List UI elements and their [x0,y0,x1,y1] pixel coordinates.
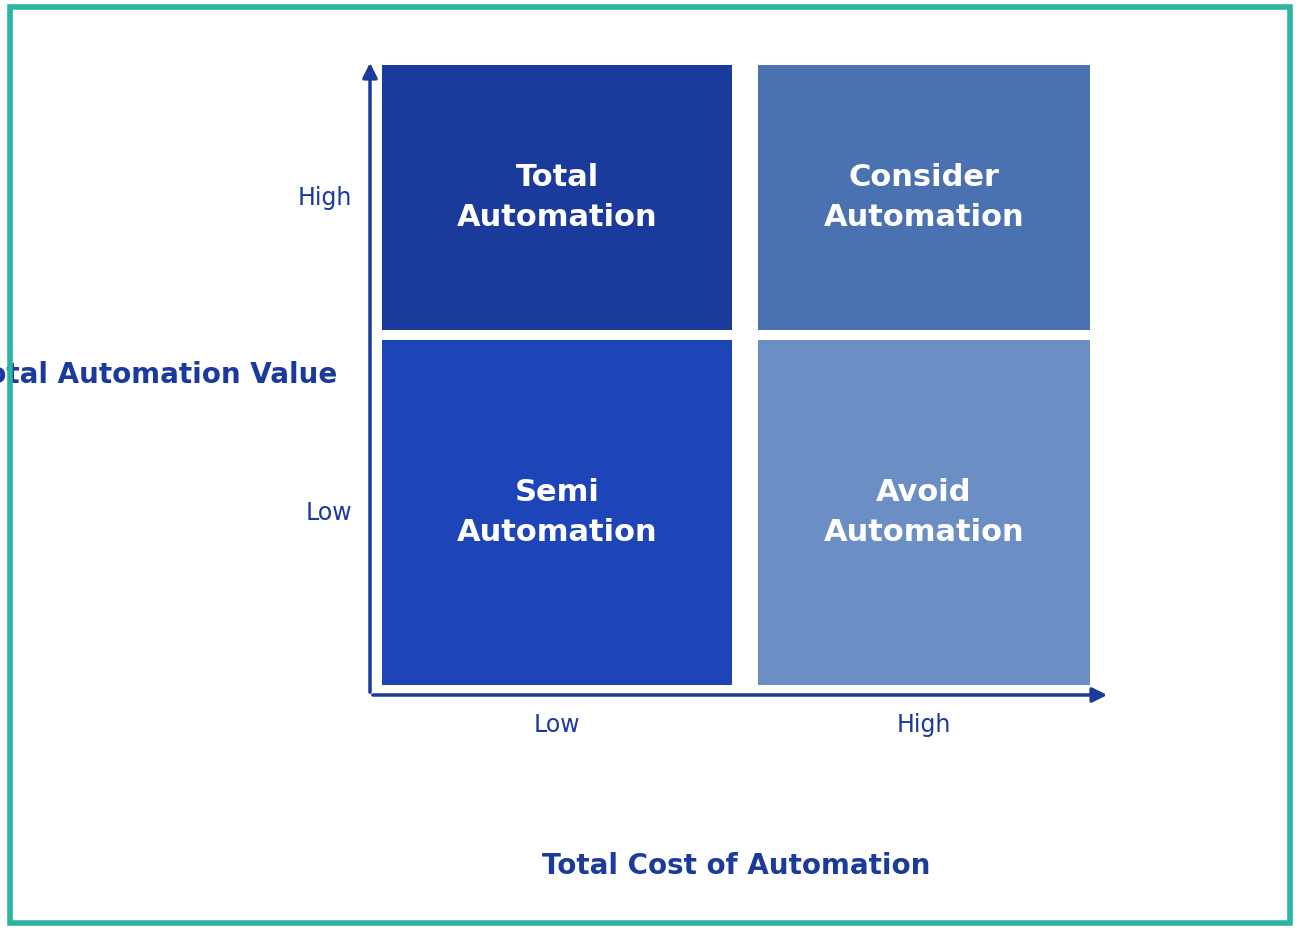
Text: Semi
Automation: Semi Automation [456,478,658,547]
Text: High: High [897,713,952,737]
Text: Low: Low [534,713,580,737]
Bar [758,65,1089,330]
Text: Total Cost of Automation: Total Cost of Automation [542,852,931,880]
Text: Avoid
Automation: Avoid Automation [824,478,1024,547]
Text: High: High [298,185,352,209]
Text: Low: Low [306,500,352,525]
Bar [382,340,732,685]
Bar [758,340,1089,685]
Text: Total
Automation: Total Automation [456,163,658,232]
Text: Consider
Automation: Consider Automation [824,163,1024,232]
Bar [382,65,732,330]
Text: Total Automation Value: Total Automation Value [0,361,338,389]
